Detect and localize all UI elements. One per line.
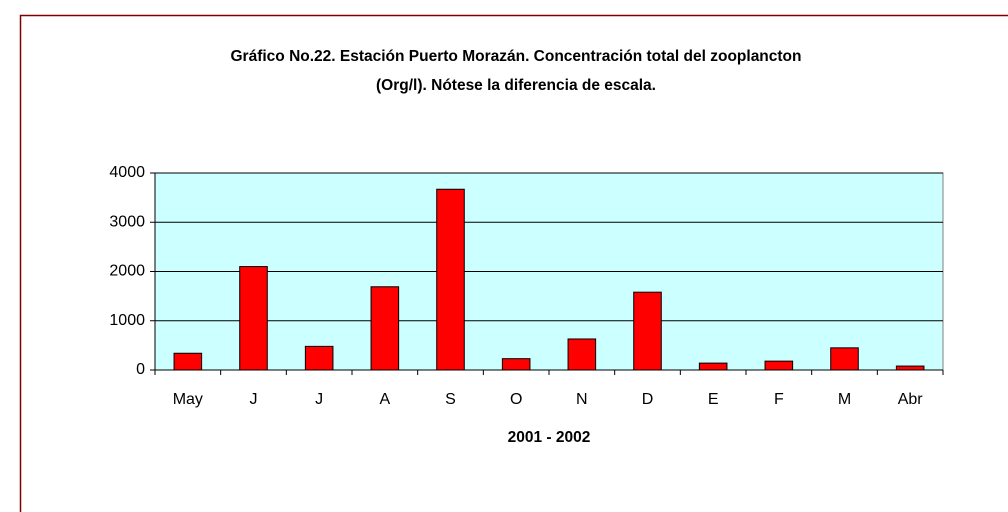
y-tick-label: 2000 (109, 263, 145, 280)
bar (567, 338, 597, 371)
x-tick-label: Abr (898, 391, 924, 408)
x-tick-label: S (445, 391, 456, 408)
bar (370, 286, 400, 371)
x-tick-label: M (838, 391, 851, 408)
bar (895, 365, 925, 371)
x-tick-label: F (774, 391, 784, 408)
y-tick-label: 3000 (109, 213, 145, 230)
x-tick-label: E (708, 391, 719, 408)
y-tick-label: 0 (136, 361, 145, 378)
bar (304, 345, 334, 371)
y-tick-label: 1000 (109, 312, 145, 329)
x-tick-label: D (642, 391, 654, 408)
x-tick-label: A (379, 391, 390, 408)
bar (764, 360, 794, 371)
bar (501, 358, 531, 371)
x-tick-label: J (315, 391, 323, 408)
chart-title: Gráfico No.22. Estación Puerto Morazán. … (231, 48, 802, 65)
chart-title: (Org/l). Nótese la diferencia de escala. (376, 77, 656, 94)
bar (436, 188, 465, 371)
x-tick-label: O (510, 391, 522, 408)
bar (633, 291, 662, 371)
x-tick-label: J (250, 391, 258, 408)
bar (239, 266, 268, 371)
x-tick-label: May (173, 391, 203, 408)
x-tick-label: N (576, 391, 588, 408)
bar (173, 352, 203, 371)
y-tick-label: 4000 (109, 164, 145, 181)
bar (698, 362, 728, 371)
bar (830, 347, 859, 371)
x-axis-label: 2001 - 2002 (508, 429, 591, 446)
